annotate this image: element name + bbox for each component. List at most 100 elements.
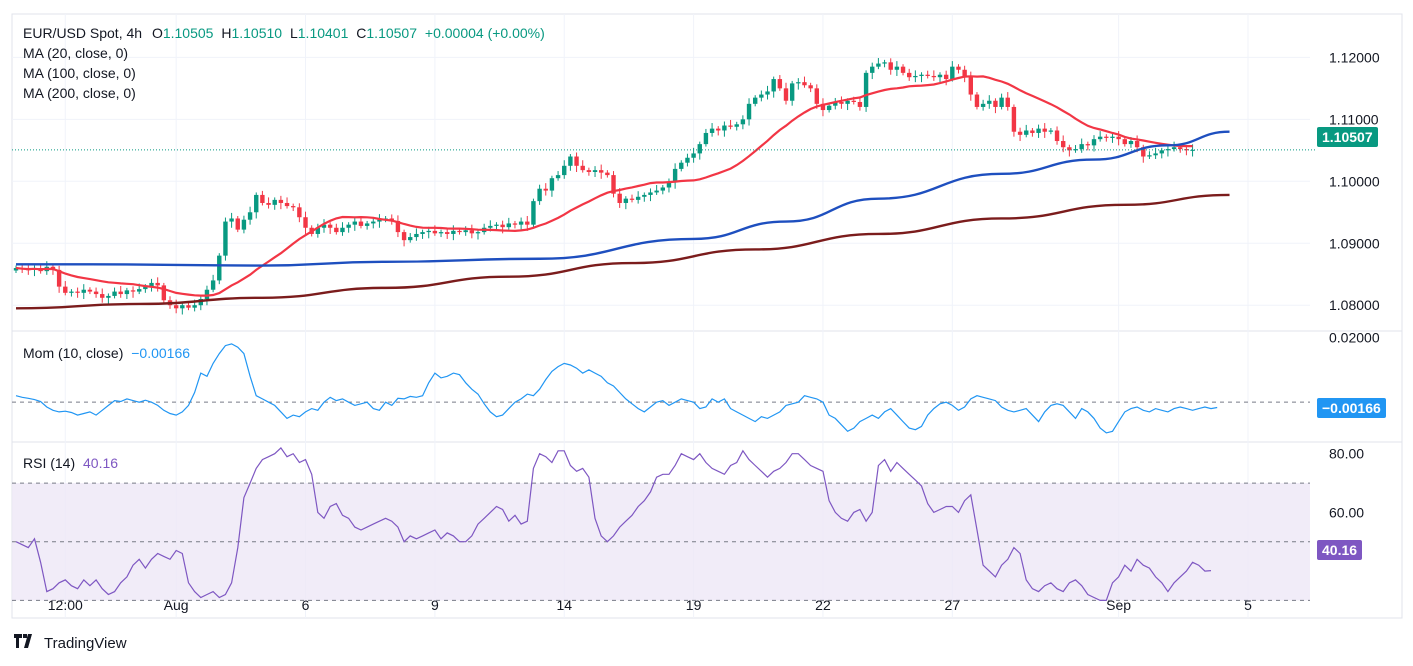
candle-body	[574, 156, 579, 166]
candle-body	[599, 170, 604, 173]
candle-body	[549, 178, 555, 191]
candle-body	[494, 224, 499, 226]
candle-body	[229, 218, 234, 222]
candle-body	[143, 286, 148, 290]
candle-body	[765, 91, 770, 95]
candle-body	[321, 224, 327, 228]
candle-body	[586, 170, 592, 172]
candle-body	[845, 100, 850, 104]
brand[interactable]: TradingView	[14, 634, 127, 653]
candle-body	[223, 221, 228, 256]
candle-body	[254, 194, 259, 213]
candle-body	[740, 119, 746, 125]
x-tick-label: 9	[431, 597, 439, 613]
momentum-legend: Mom (10, close) −0.00166	[23, 343, 190, 363]
candle-body	[445, 232, 450, 234]
rsi-tick-label: 80.00	[1329, 446, 1364, 462]
candle-body	[783, 88, 789, 101]
candle-body	[81, 289, 86, 293]
ohlc-line: EUR/USD Spot, 4h O1.10505 H1.10510 L1.10…	[23, 23, 545, 43]
candle-body	[1085, 144, 1091, 146]
candle-body	[660, 187, 665, 191]
candle-body	[13, 268, 19, 271]
x-tick-label: 27	[945, 597, 961, 613]
candle-body	[611, 175, 616, 194]
candle-body	[149, 282, 154, 287]
price-tick-label: 1.10000	[1329, 173, 1380, 189]
candle-body	[1134, 141, 1140, 148]
candle-body	[475, 232, 481, 234]
candle-body	[1030, 130, 1035, 133]
candle-body	[284, 202, 290, 207]
candle-body	[974, 94, 980, 107]
brand-name: TradingView	[44, 635, 127, 652]
candle-body	[210, 280, 216, 290]
candle-body	[87, 289, 93, 292]
candle-body	[512, 223, 518, 225]
candle-body	[562, 165, 567, 176]
symbol-title[interactable]: EUR/USD Spot, 4h	[23, 25, 143, 41]
candle-body	[358, 221, 364, 226]
candle-body	[531, 201, 536, 225]
change-value: +0.00004 (+0.00%)	[424, 25, 545, 41]
price-tick-label: 1.11000	[1329, 111, 1379, 127]
candle-body	[525, 221, 530, 225]
candle-body	[691, 153, 696, 158]
ma20-legend[interactable]: MA (20, close, 0)	[23, 45, 129, 61]
candle-body	[1190, 149, 1195, 151]
candle-body	[1147, 155, 1152, 157]
candle-body	[217, 255, 222, 281]
candle-body	[137, 289, 142, 292]
candle-body	[789, 83, 795, 101]
candle-body	[457, 230, 462, 233]
candle-body	[56, 269, 62, 287]
candle-body	[870, 66, 875, 73]
candle-body	[635, 196, 641, 200]
candle-body	[537, 188, 542, 202]
candle-body	[426, 230, 431, 233]
candle-body	[999, 97, 1004, 107]
price-tick-label: 1.12000	[1329, 49, 1380, 65]
candle-body	[414, 233, 419, 238]
candle-body	[420, 232, 425, 234]
candle-body	[346, 224, 351, 228]
candle-body	[192, 305, 197, 308]
candle-body	[876, 63, 881, 67]
ma200-legend[interactable]: MA (200, close, 0)	[23, 85, 136, 101]
ma20-line	[15, 75, 1193, 297]
x-tick-label: Aug	[164, 597, 189, 613]
momentum-label[interactable]: Mom (10, close)	[23, 345, 124, 361]
candle-body	[943, 74, 949, 80]
chart-border	[11, 13, 1403, 619]
candle-body	[629, 198, 635, 200]
ma100-legend[interactable]: MA (100, close, 0)	[23, 65, 136, 81]
low-label: L	[289, 25, 298, 41]
rsi-label[interactable]: RSI (14)	[23, 455, 76, 471]
candle-body	[605, 172, 610, 176]
candle-body	[291, 206, 296, 208]
x-tick-label: 12:00	[48, 597, 83, 613]
candle-body	[1005, 97, 1010, 107]
candle-body	[734, 124, 739, 127]
candle-body	[395, 220, 401, 233]
candle-body	[315, 227, 321, 234]
candle-body	[364, 223, 370, 226]
candle-body	[247, 212, 253, 220]
price-legend: EUR/USD Spot, 4h O1.10505 H1.10510 L1.10…	[23, 23, 545, 103]
candle-body	[1067, 147, 1072, 151]
candle-body	[672, 168, 678, 183]
candle-body	[518, 221, 524, 225]
rsi-legend: RSI (14) 40.16	[23, 453, 118, 473]
candle-body	[1024, 130, 1029, 135]
candle-body	[327, 224, 333, 228]
candle-body	[1178, 147, 1183, 150]
candle-body	[950, 66, 955, 80]
candle-body	[303, 217, 308, 228]
candle-body	[352, 221, 357, 225]
candle-body	[814, 88, 819, 104]
candle-body	[980, 103, 986, 107]
candle-body	[993, 100, 998, 107]
candle-body	[882, 62, 887, 64]
candle-body	[913, 75, 918, 78]
candle-body	[204, 289, 210, 300]
